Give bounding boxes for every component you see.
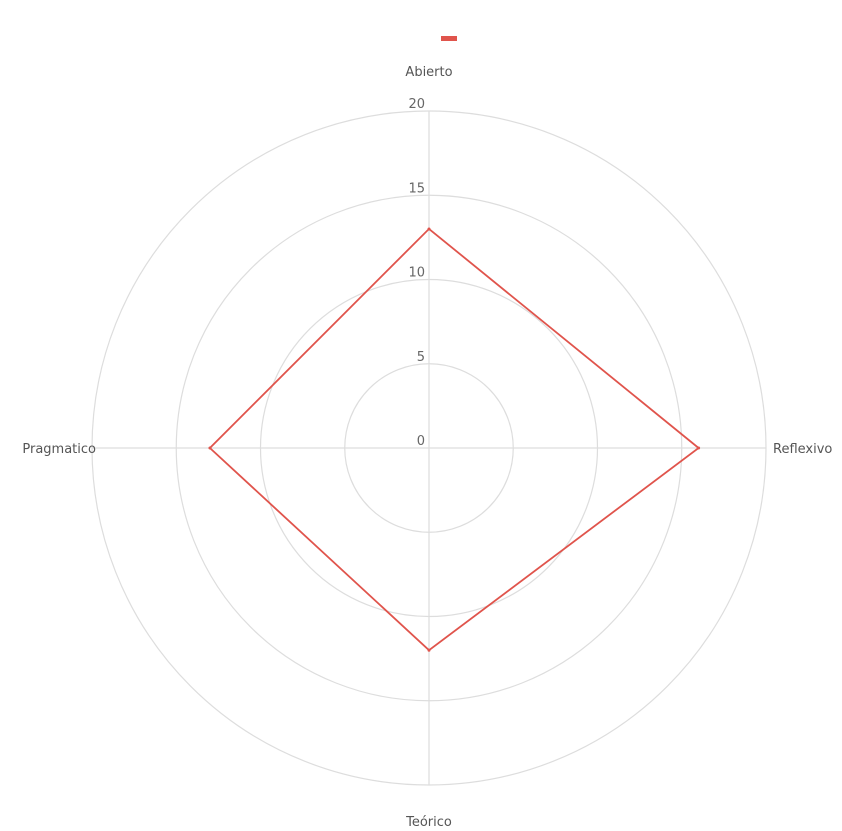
legend-swatch-0[interactable] <box>441 36 457 41</box>
radar-grid <box>91 110 767 786</box>
axis-label-3: Pragmatico <box>22 442 96 457</box>
axis-label-0: Abierto <box>405 65 452 80</box>
data-point-0-2 <box>427 648 431 652</box>
radial-ticks: 0 5 10 15 20 <box>408 97 425 449</box>
data-point-0-1 <box>697 446 701 450</box>
axis-labels: Abierto Reflexivo Teórico Pragmatico <box>22 65 832 830</box>
data-point-0-0 <box>427 227 431 231</box>
tick-label-0: 0 <box>417 434 425 449</box>
series-line-0 <box>208 227 701 652</box>
axis-label-2: Teórico <box>405 815 452 830</box>
radar-series <box>208 227 701 652</box>
data-point-0-3 <box>208 446 212 450</box>
tick-label-3: 15 <box>408 181 425 196</box>
legend[interactable] <box>441 36 457 41</box>
tick-label-2: 10 <box>408 266 425 281</box>
tick-label-4: 20 <box>408 97 425 112</box>
tick-label-1: 5 <box>417 350 425 365</box>
axis-label-1: Reflexivo <box>773 442 832 457</box>
